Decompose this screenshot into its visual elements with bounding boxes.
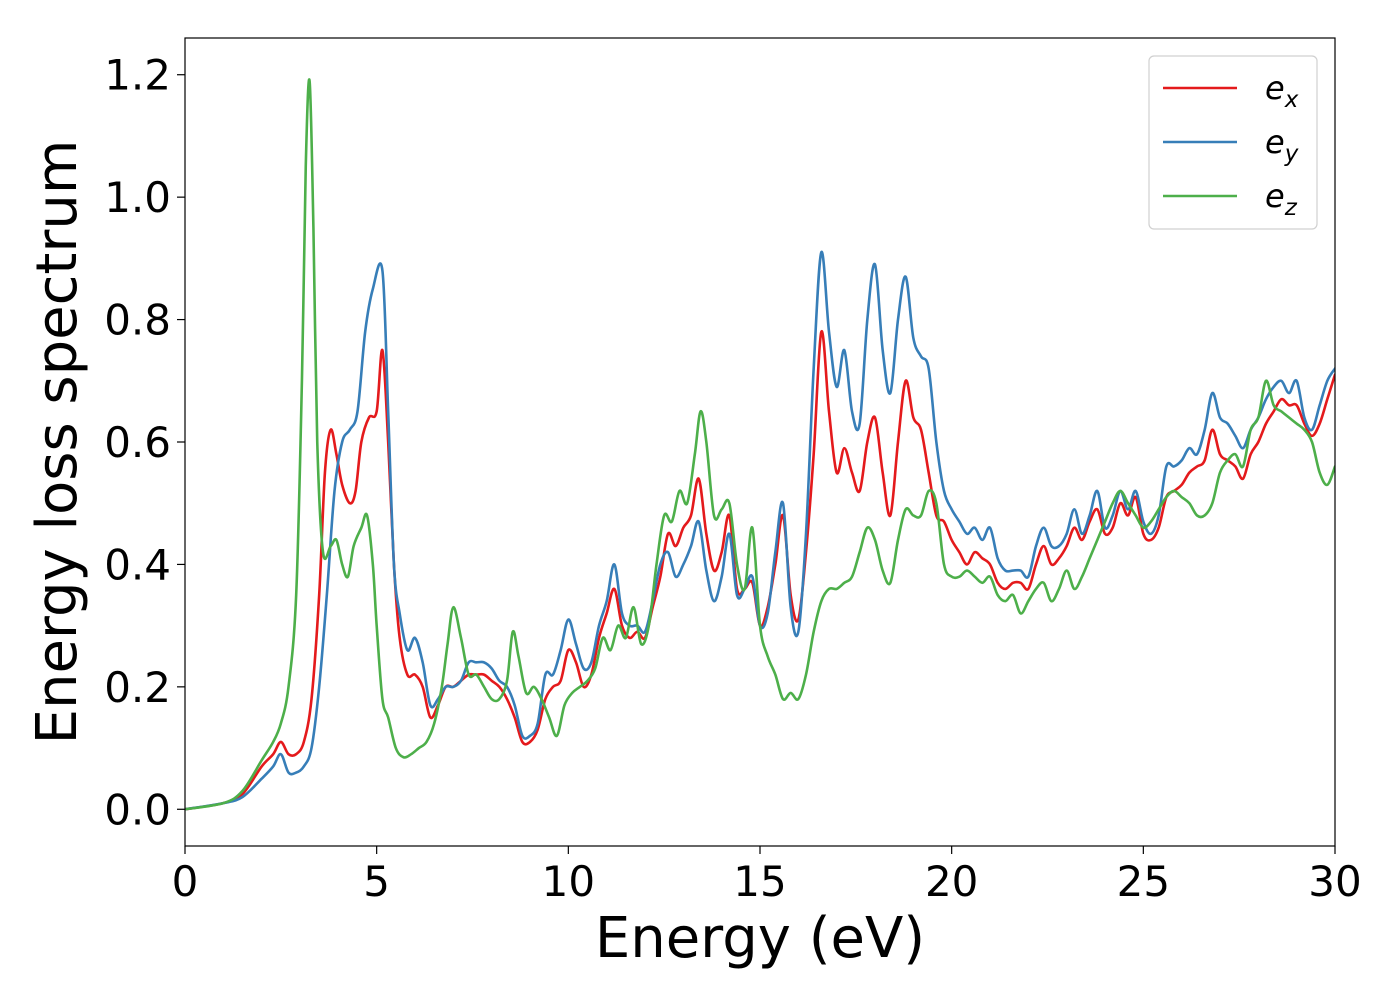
- legend: ex ey ez: [1148, 55, 1318, 230]
- legend-label-x: ex: [1265, 69, 1299, 113]
- x-tick-label: 0: [172, 857, 199, 906]
- x-axis-ticks: 0 5 10 15 20 25 30: [172, 846, 1362, 906]
- legend-label-z: ez: [1265, 177, 1298, 221]
- y-tick-label: 1.0: [104, 173, 171, 222]
- y-tick-label: 0.2: [104, 663, 171, 712]
- y-tick-label: 0.6: [104, 418, 171, 467]
- series-line-y: [185, 250, 1335, 811]
- y-tick-label: 1.2: [104, 51, 171, 100]
- series-line-x: [185, 330, 1335, 811]
- y-axis-ticks: 0.0 0.2 0.4 0.6 0.8 1.0 1.2: [104, 51, 185, 834]
- x-tick-label: 20: [925, 857, 978, 906]
- legend-label-y: ey: [1265, 123, 1299, 167]
- x-tick-label: 5: [363, 857, 390, 906]
- x-tick-label: 10: [542, 857, 595, 906]
- y-axis-title: Energy loss spectrum: [25, 140, 90, 745]
- x-axis-title: Energy (eV): [595, 906, 925, 971]
- series-line-z: [185, 78, 1335, 811]
- x-tick-label: 25: [1117, 857, 1170, 906]
- x-tick-label: 15: [733, 857, 786, 906]
- y-tick-label: 0.4: [104, 540, 171, 589]
- y-tick-label: 0.0: [104, 785, 171, 834]
- series-layer: [185, 78, 1335, 811]
- y-tick-label: 0.8: [104, 296, 171, 345]
- x-tick-label: 30: [1308, 857, 1361, 906]
